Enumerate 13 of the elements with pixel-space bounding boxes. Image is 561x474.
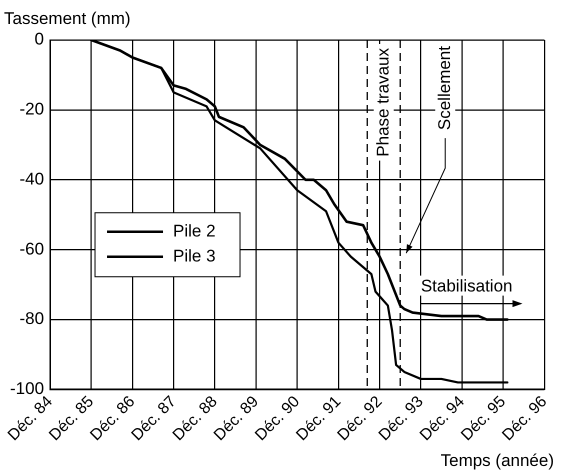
annotation: Phase travaux <box>373 48 392 157</box>
y-tick-label: -20 <box>19 100 44 119</box>
y-tick-label: -60 <box>19 239 44 258</box>
x-axis-title: Temps (année) <box>440 451 554 470</box>
y-tick-label: 0 <box>34 30 44 49</box>
legend-label: Pile 3 <box>173 246 216 266</box>
y-tick-label: -80 <box>19 309 44 328</box>
y-tick-label: -100 <box>10 379 44 398</box>
annotation: Stabilisation <box>420 276 512 296</box>
annotation: Scellement <box>434 46 454 130</box>
y-tick-label: -40 <box>19 169 44 188</box>
y-axis-title: Tassement (mm) <box>4 9 131 28</box>
legend-label: Pile 2 <box>173 221 216 240</box>
